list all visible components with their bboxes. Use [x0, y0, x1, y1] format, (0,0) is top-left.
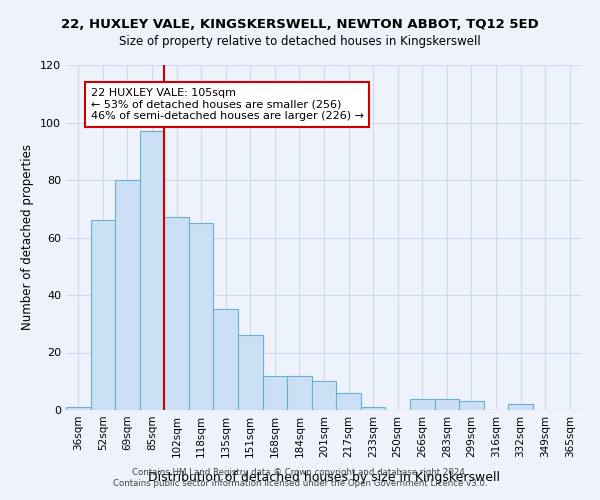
- Bar: [140, 131, 164, 410]
- Bar: [66, 407, 91, 410]
- Bar: [189, 223, 214, 410]
- Text: Contains HM Land Registry data © Crown copyright and database right 2024.
Contai: Contains HM Land Registry data © Crown c…: [113, 468, 487, 487]
- Bar: [91, 220, 115, 410]
- Bar: [263, 376, 287, 410]
- Text: 22, HUXLEY VALE, KINGSKERSWELL, NEWTON ABBOT, TQ12 5ED: 22, HUXLEY VALE, KINGSKERSWELL, NEWTON A…: [61, 18, 539, 30]
- Bar: [164, 218, 189, 410]
- Bar: [410, 398, 434, 410]
- Bar: [434, 398, 459, 410]
- Bar: [214, 310, 238, 410]
- X-axis label: Distribution of detached houses by size in Kingskerswell: Distribution of detached houses by size …: [148, 471, 500, 484]
- Text: Size of property relative to detached houses in Kingskerswell: Size of property relative to detached ho…: [119, 35, 481, 48]
- Text: 22 HUXLEY VALE: 105sqm
← 53% of detached houses are smaller (256)
46% of semi-de: 22 HUXLEY VALE: 105sqm ← 53% of detached…: [91, 88, 364, 121]
- Bar: [312, 381, 336, 410]
- Bar: [115, 180, 140, 410]
- Bar: [361, 407, 385, 410]
- Bar: [238, 335, 263, 410]
- Bar: [287, 376, 312, 410]
- Bar: [459, 402, 484, 410]
- Bar: [508, 404, 533, 410]
- Y-axis label: Number of detached properties: Number of detached properties: [22, 144, 34, 330]
- Bar: [336, 393, 361, 410]
